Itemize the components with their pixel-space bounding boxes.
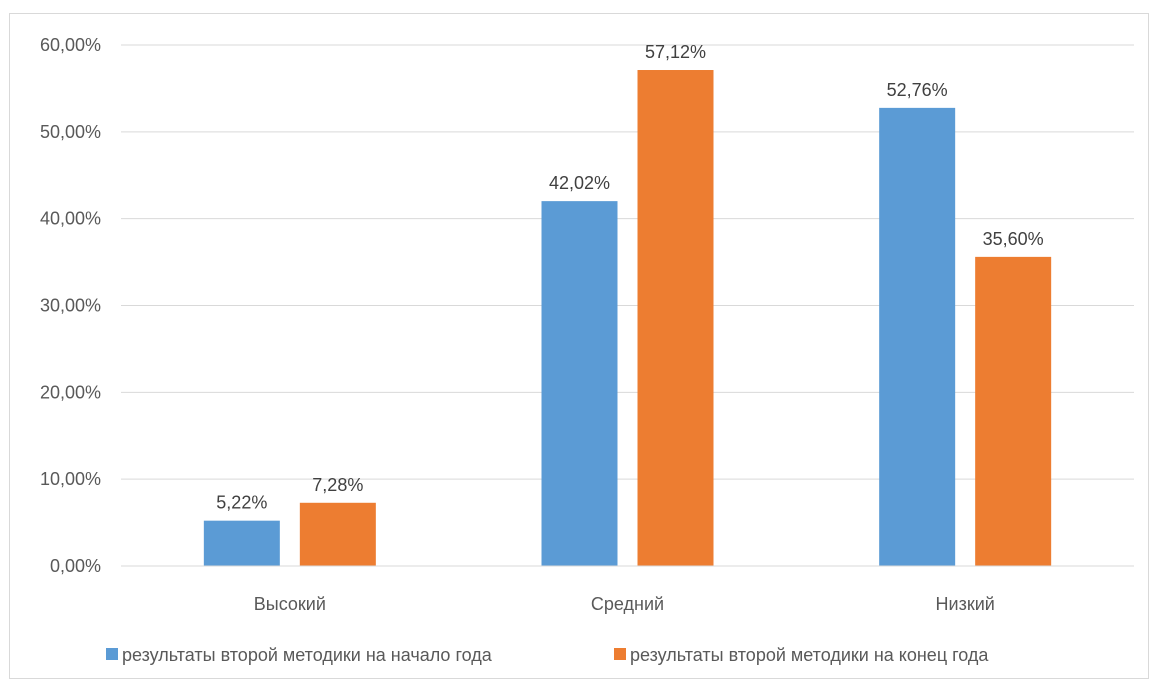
- y-tick-label: 50,00%: [40, 122, 101, 142]
- bar-end-of-year: [975, 256, 1052, 566]
- legend-swatch: [106, 648, 118, 660]
- data-labels: 5,22% 7,28% 42,02% 57,12% 52,76% 35,60%: [216, 42, 1043, 513]
- data-label: 42,02%: [549, 173, 610, 193]
- x-category-label: Средний: [591, 594, 664, 614]
- bar-start-of-year: [879, 107, 956, 566]
- y-axis: 0,00% 10,00% 20,00% 30,00% 40,00% 50,00% 60,00…: [40, 35, 101, 576]
- bar-start-of-year: [203, 520, 280, 566]
- y-tick-label: 0,00%: [50, 556, 101, 576]
- x-category-label: Низкий: [936, 594, 995, 614]
- bar-end-of-year: [299, 502, 376, 566]
- data-label: 35,60%: [983, 229, 1044, 249]
- legend-label: результаты второй методики на начало год…: [122, 645, 493, 665]
- data-label: 7,28%: [312, 475, 363, 495]
- legend-swatch: [614, 648, 626, 660]
- y-tick-label: 30,00%: [40, 296, 101, 316]
- legend: результаты второй методики на начало год…: [106, 645, 989, 665]
- y-tick-label: 60,00%: [40, 35, 101, 55]
- data-label: 52,76%: [887, 80, 948, 100]
- data-label: 5,22%: [216, 493, 267, 513]
- y-tick-label: 10,00%: [40, 469, 101, 489]
- bars: [203, 70, 1052, 567]
- bar-start-of-year: [541, 201, 618, 566]
- y-tick-label: 40,00%: [40, 209, 101, 229]
- x-axis: Высокий Средний Низкий: [121, 565, 1134, 614]
- y-tick-label: 20,00%: [40, 382, 101, 402]
- legend-label: результаты второй методики на конец года: [630, 645, 989, 665]
- x-category-label: Высокий: [254, 594, 326, 614]
- data-label: 57,12%: [645, 42, 706, 62]
- bar-end-of-year: [637, 70, 714, 567]
